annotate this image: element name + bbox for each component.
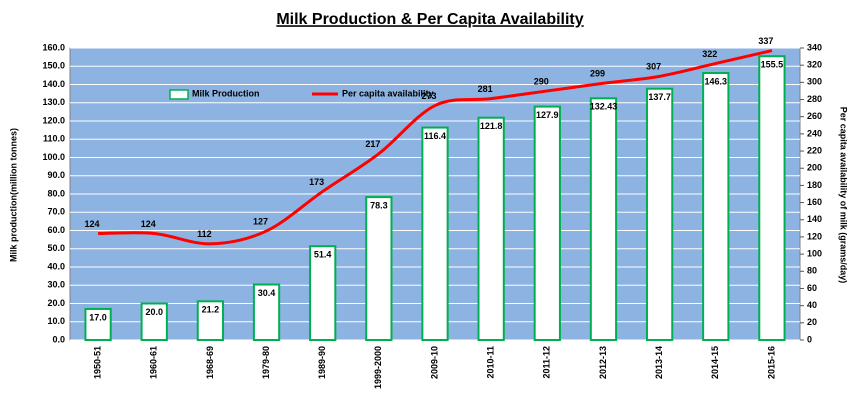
bar — [252, 283, 281, 341]
y2-tick-label: 280 — [807, 94, 822, 104]
y-tick-label: 140.0 — [42, 79, 65, 89]
y2-tick-label: 140 — [807, 214, 822, 224]
bar-value-label: 30.4 — [258, 288, 276, 298]
bar-value-label: 51.4 — [314, 250, 332, 260]
line-value-label: 124 — [141, 219, 156, 229]
line-value-label: 273 — [421, 91, 436, 101]
legend-swatch — [169, 89, 189, 100]
line-value-label: 299 — [590, 69, 605, 79]
y2-tick-label: 200 — [807, 163, 822, 173]
x-tick-label: 2009-10 — [429, 346, 439, 379]
y2-axis-title: Per capita availability of milk (grams/d… — [839, 107, 849, 284]
y-tick-label: 130.0 — [42, 97, 65, 107]
chart-title: Milk Production & Per Capita Availabilit… — [276, 11, 583, 28]
legend-label: Per capita availability — [342, 88, 434, 98]
y-tick-label: 30.0 — [47, 280, 65, 290]
y-tick-label: 70.0 — [47, 207, 65, 217]
bar — [702, 72, 730, 341]
y-tick-label: 20.0 — [47, 298, 65, 308]
bar-value-label: 127.9 — [536, 110, 559, 120]
y2-tick-label: 20 — [807, 317, 817, 327]
x-tick-label: 2013-14 — [654, 346, 664, 379]
y-tick-label: 10.0 — [47, 316, 65, 326]
line-value-label: 173 — [309, 177, 324, 187]
y-tick-label: 60.0 — [47, 225, 65, 235]
bar-value-label: 17.0 — [89, 312, 107, 322]
y-tick-label: 150.0 — [42, 61, 65, 71]
y2-tick-label: 60 — [807, 283, 817, 293]
y2-tick-label: 260 — [807, 111, 822, 121]
line-value-label: 112 — [197, 229, 212, 239]
x-tick-label: 2014-15 — [710, 346, 720, 379]
bar — [589, 97, 618, 341]
y-tick-label: 40.0 — [47, 261, 65, 271]
x-tick-label: 1950-51 — [92, 346, 102, 379]
bar-value-label: 121.8 — [480, 121, 503, 131]
x-tick-label: 1989-90 — [317, 346, 327, 379]
bar — [365, 196, 393, 341]
bar-value-label: 78.3 — [370, 200, 388, 210]
line-value-label: 127 — [253, 216, 268, 226]
y-tick-label: 0.0 — [52, 334, 65, 344]
line-value-label: 217 — [365, 139, 380, 149]
bar — [421, 126, 449, 341]
bar-value-label: 132.43 — [590, 102, 618, 112]
bar — [84, 307, 112, 342]
x-tick-label: 2011-12 — [542, 346, 552, 379]
line-value-label: 281 — [478, 84, 493, 94]
x-tick-label: 2010-11 — [486, 346, 496, 379]
line-value-label: 124 — [85, 219, 100, 229]
y-axis-title: Milk production(million tonnes) — [8, 128, 18, 262]
line-value-label: 322 — [702, 49, 717, 59]
y2-tick-label: 0 — [807, 334, 812, 344]
bar — [140, 302, 168, 341]
bar — [196, 300, 225, 341]
x-tick-label: 1979-80 — [261, 346, 271, 379]
y-tick-label: 90.0 — [47, 170, 65, 180]
y2-tick-label: 120 — [807, 231, 822, 241]
bar-value-label: 21.2 — [202, 305, 220, 315]
y2-tick-label: 320 — [807, 60, 822, 70]
line-value-label: 337 — [758, 36, 773, 46]
bar-value-label: 146.3 — [705, 76, 728, 86]
line — [98, 49, 773, 246]
bar-value-label: 155.5 — [761, 60, 784, 70]
legend-label: Milk Production — [192, 88, 260, 98]
line-value-label: 307 — [646, 62, 661, 72]
y-tick-label: 80.0 — [47, 188, 65, 198]
y2-tick-label: 340 — [807, 42, 822, 52]
bar — [645, 87, 674, 342]
y2-tick-label: 220 — [807, 145, 822, 155]
bar — [758, 55, 786, 342]
bar — [533, 105, 561, 341]
bar — [477, 116, 505, 341]
x-tick-label: 1999-2000 — [373, 346, 383, 389]
bar-value-label: 116.4 — [424, 131, 446, 141]
y-tick-label: 50.0 — [47, 243, 65, 253]
y2-tick-label: 160 — [807, 197, 822, 207]
y2-tick-label: 40 — [807, 300, 817, 310]
y2-tick-label: 240 — [807, 128, 822, 138]
bar — [309, 245, 337, 342]
x-tick-label: 1968-69 — [205, 346, 215, 379]
x-tick-label: 1960-61 — [149, 346, 159, 379]
y2-tick-label: 80 — [807, 266, 817, 276]
y-tick-label: 110.0 — [43, 134, 65, 144]
x-tick-label: 2015-16 — [766, 346, 776, 379]
bar-value-label: 20.0 — [145, 307, 163, 317]
y-tick-label: 160.0 — [42, 42, 65, 52]
y2-tick-label: 180 — [807, 180, 822, 190]
x-tick-label: 2012-13 — [598, 346, 608, 379]
y-tick-label: 100.0 — [42, 152, 65, 162]
y2-tick-label: 100 — [807, 248, 822, 258]
bar-value-label: 137.7 — [648, 92, 671, 102]
y2-tick-label: 300 — [807, 77, 822, 87]
y-tick-label: 120.0 — [42, 115, 65, 125]
line-value-label: 290 — [534, 76, 549, 86]
